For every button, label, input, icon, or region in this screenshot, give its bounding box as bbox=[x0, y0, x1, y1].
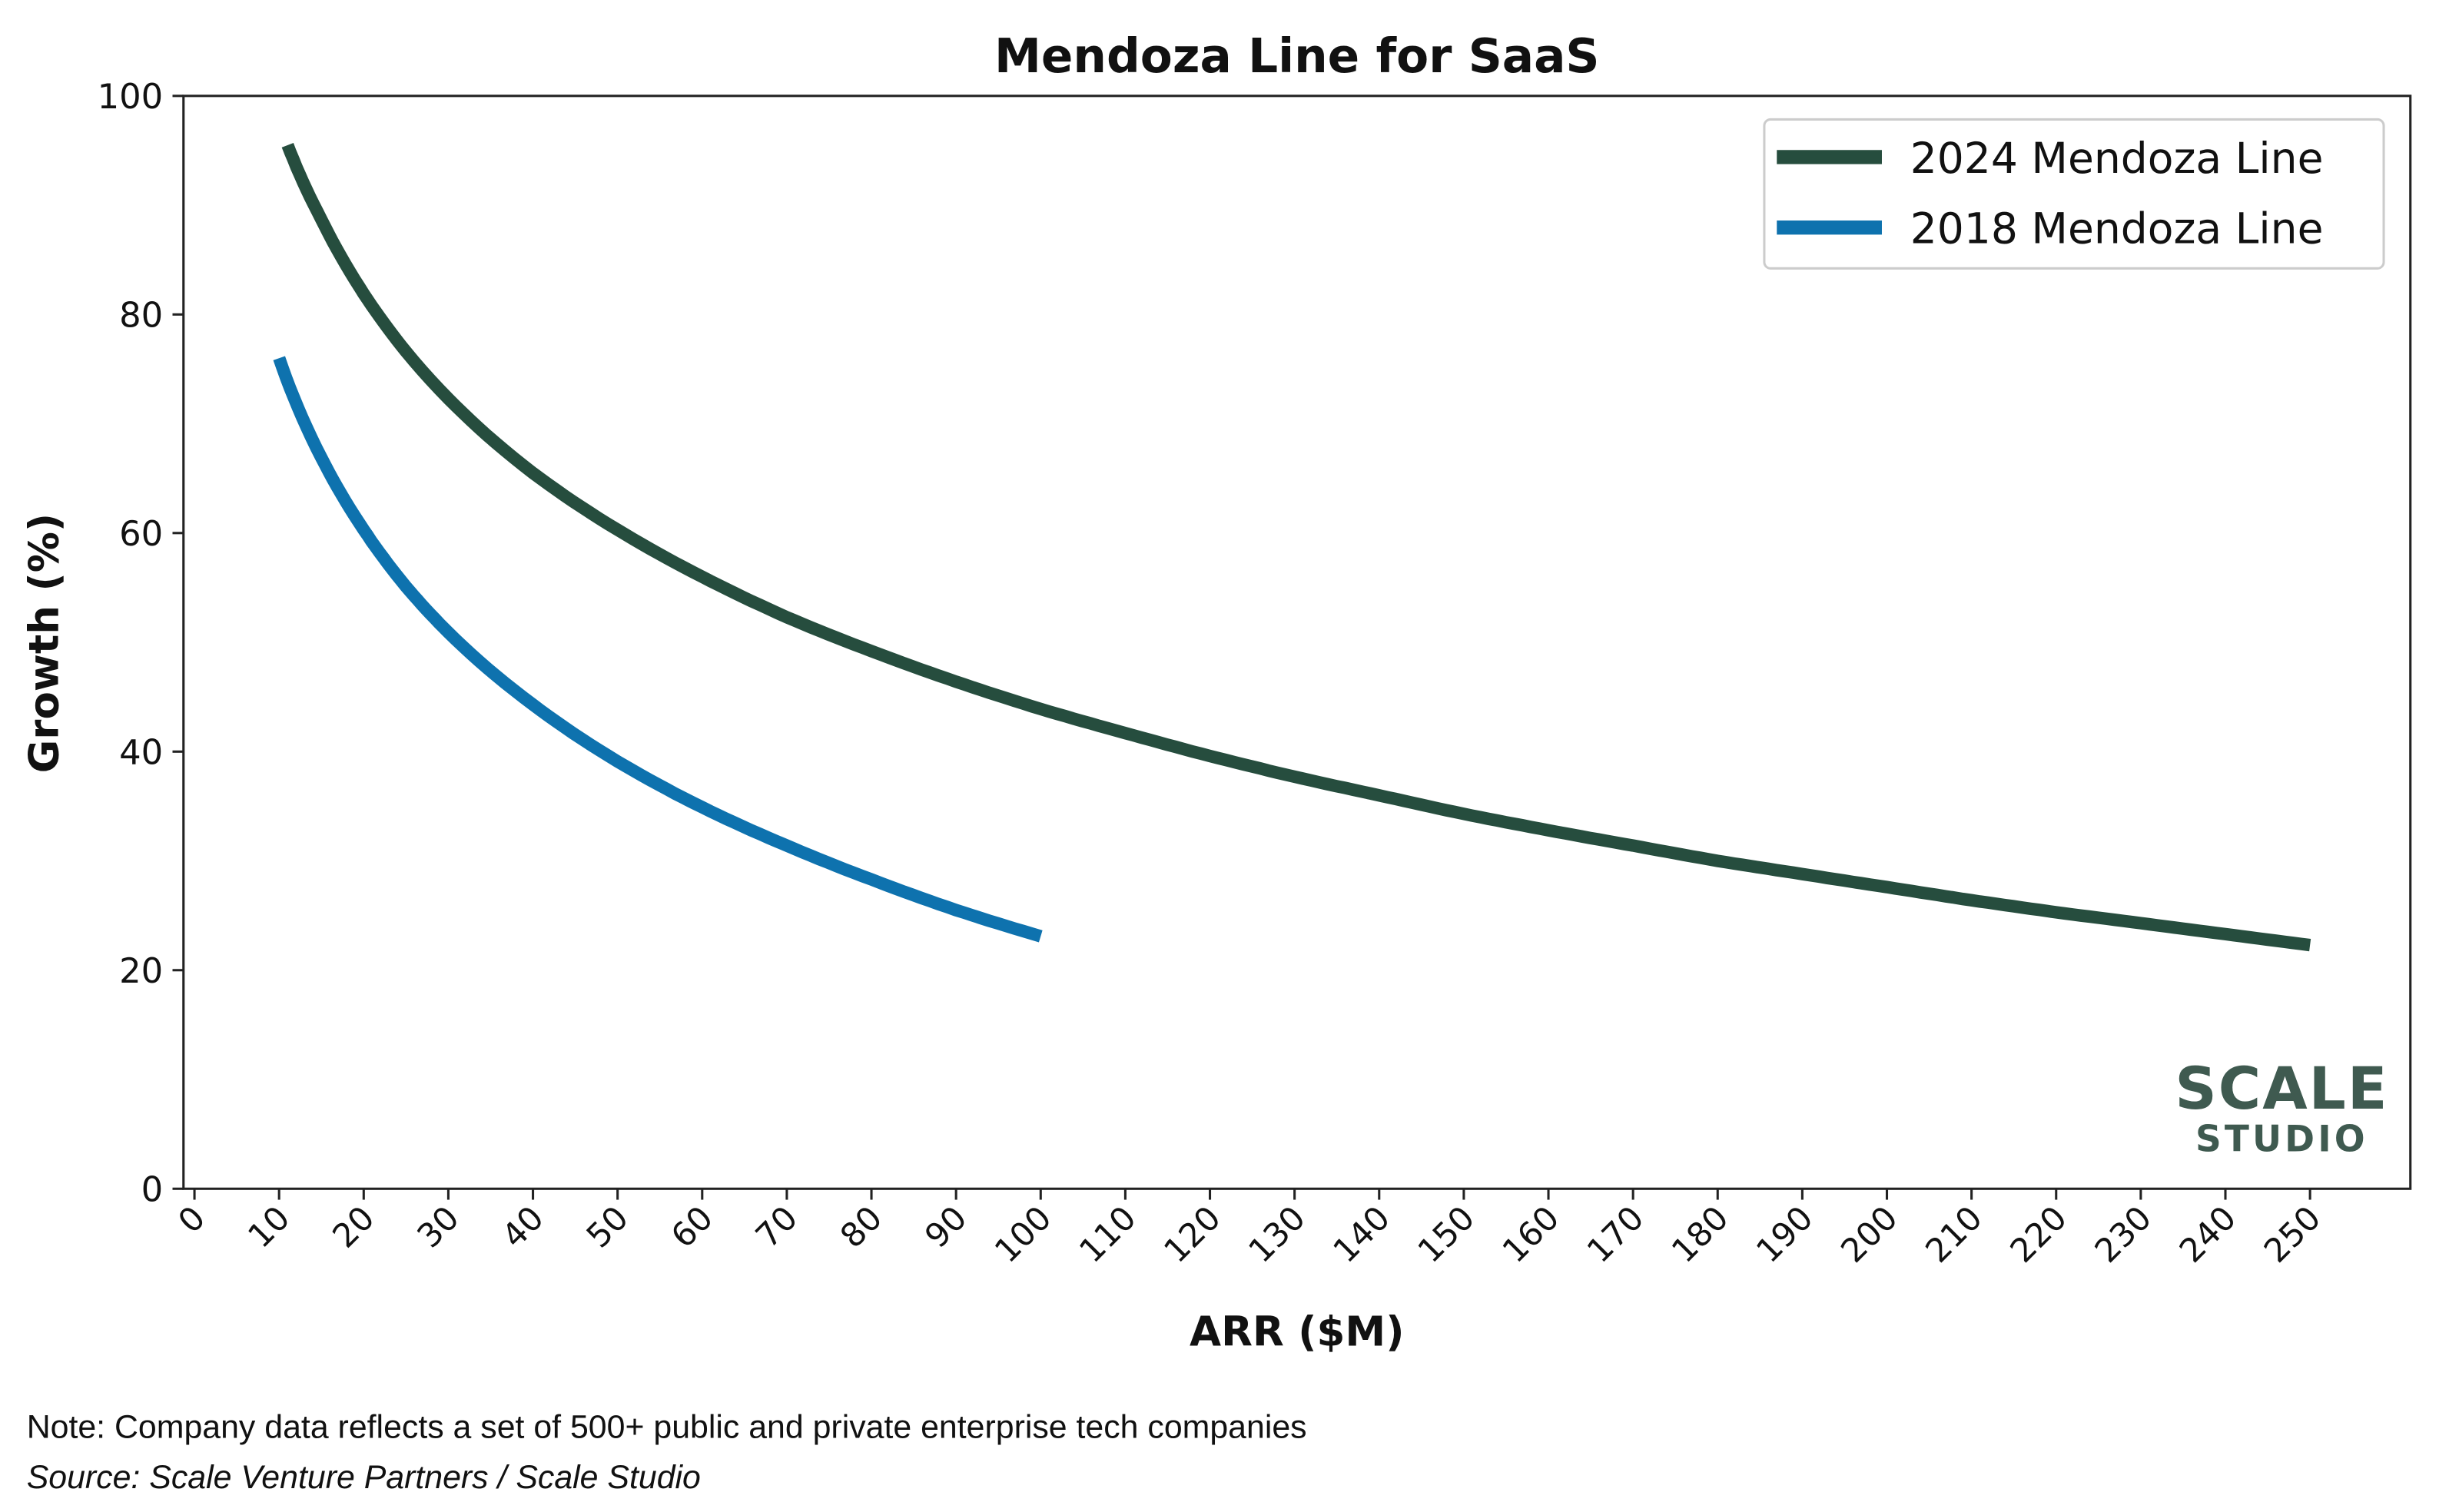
x-tick-label: 0 bbox=[171, 1199, 214, 1242]
chart-title: Mendoza Line for SaaS bbox=[994, 29, 1600, 84]
plot-area bbox=[182, 94, 2412, 1190]
footer-source: Source: Scale Venture Partners / Scale S… bbox=[27, 1459, 701, 1496]
y-tick-label: 20 bbox=[119, 950, 163, 991]
x-tick-label: 10 bbox=[241, 1199, 297, 1256]
y-axis-label: Growth (%) bbox=[21, 513, 68, 773]
x-tick-label: 110 bbox=[1072, 1199, 1143, 1271]
x-tick-label: 240 bbox=[2172, 1199, 2244, 1271]
scale-studio-logo: SCALE STUDIO bbox=[2175, 1055, 2388, 1160]
x-tick-label: 230 bbox=[2088, 1199, 2159, 1271]
x-axis-label: ARR ($M) bbox=[1190, 1308, 1404, 1355]
series-line-0 bbox=[281, 142, 2311, 952]
x-tick-label: 100 bbox=[987, 1199, 1059, 1271]
x-tick-label: 20 bbox=[325, 1199, 382, 1256]
legend-label-2024: 2024 Mendoza Line bbox=[1910, 134, 2324, 183]
y-tick-label: 60 bbox=[119, 513, 163, 554]
x-tick-label: 160 bbox=[1495, 1199, 1567, 1271]
x-tick-label: 40 bbox=[495, 1199, 552, 1256]
x-tick-label: 140 bbox=[1326, 1199, 1398, 1271]
x-tick-label: 130 bbox=[1242, 1199, 1313, 1271]
x-tick-label: 150 bbox=[1411, 1199, 1482, 1271]
x-tick-label: 50 bbox=[579, 1199, 636, 1256]
x-tick-label: 80 bbox=[833, 1199, 890, 1256]
x-tick-label: 90 bbox=[918, 1199, 974, 1256]
footer-note: Note: Company data reflects a set of 500… bbox=[27, 1409, 1307, 1446]
x-tick-label: 220 bbox=[2003, 1199, 2075, 1271]
x-tick-label: 120 bbox=[1156, 1199, 1228, 1271]
y-tick-label: 80 bbox=[119, 295, 163, 336]
x-tick-label: 180 bbox=[1664, 1199, 1736, 1271]
series-line-1 bbox=[273, 356, 1043, 943]
logo-line1: SCALE bbox=[2175, 1055, 2388, 1122]
x-tick-label: 250 bbox=[2257, 1199, 2328, 1271]
x-tick-label: 70 bbox=[748, 1199, 805, 1256]
legend-label-2018: 2018 Mendoza Line bbox=[1910, 204, 2324, 254]
legend: 2024 Mendoza Line 2018 Mendoza Line bbox=[1763, 118, 2385, 270]
y-tick-label: 100 bbox=[98, 76, 164, 117]
x-tick-label: 210 bbox=[1919, 1199, 1990, 1271]
y-tick-label: 0 bbox=[141, 1169, 164, 1210]
x-tick-label: 200 bbox=[1833, 1199, 1905, 1271]
x-tick-label: 170 bbox=[1580, 1199, 1651, 1271]
y-tick-label: 40 bbox=[119, 732, 163, 773]
x-tick-label: 30 bbox=[410, 1199, 467, 1256]
logo-line2: STUDIO bbox=[2195, 1118, 2368, 1160]
x-tick-label: 60 bbox=[664, 1199, 721, 1256]
x-tick-label: 190 bbox=[1749, 1199, 1820, 1271]
